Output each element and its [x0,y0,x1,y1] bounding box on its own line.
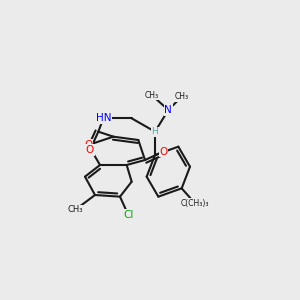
Text: H: H [152,127,158,136]
Text: O: O [159,147,167,157]
Text: CH₃: CH₃ [175,92,189,101]
Text: C(CH₃)₃: C(CH₃)₃ [181,199,209,208]
Text: HN: HN [96,113,111,123]
Text: N: N [164,105,172,115]
Text: O: O [86,145,94,155]
Text: Cl: Cl [123,210,134,220]
Text: CH₃: CH₃ [145,91,159,100]
Text: O: O [84,140,92,150]
Text: CH₃: CH₃ [67,206,83,214]
